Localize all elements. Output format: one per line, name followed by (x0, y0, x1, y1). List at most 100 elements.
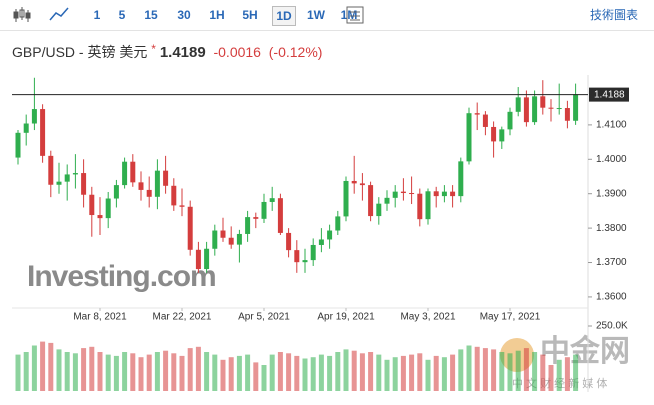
candle-body (23, 123, 29, 133)
volume-bar (81, 348, 87, 391)
volume-bar (532, 352, 538, 391)
current-price-box (589, 87, 629, 102)
y-tick-label: 1.3600 (596, 292, 627, 303)
change: -0.0016 (213, 44, 261, 60)
candle-body (343, 180, 349, 217)
candle-body (15, 132, 21, 158)
volume-bar (417, 353, 423, 391)
candle-body (179, 205, 185, 207)
logo-name: 中金网 (540, 334, 630, 368)
candle-body (105, 198, 111, 219)
current-price-label: 1.4188 (594, 89, 625, 100)
volume-bar (64, 352, 70, 391)
volume-bar (368, 352, 374, 391)
volume-bar (122, 352, 128, 391)
volume-bar (23, 352, 29, 391)
x-tick-label: May 17, 2021 (480, 312, 541, 323)
candle-body (146, 189, 152, 197)
y-tick-label: 1.3900 (596, 188, 627, 199)
interval-button[interactable]: 5H (242, 8, 258, 22)
candle-body (113, 185, 119, 199)
volume-bar (376, 354, 382, 391)
volume-bar (335, 352, 341, 391)
volume-bar (474, 346, 480, 391)
volume-bar (179, 355, 185, 391)
logo-icon (500, 338, 534, 372)
volume-bar (450, 354, 456, 391)
volume-bar (351, 350, 357, 391)
volume-bar (499, 352, 505, 391)
x-tick-label: Apr 19, 2021 (317, 312, 375, 323)
volume-bar (573, 354, 579, 391)
volume-bar (310, 357, 316, 391)
volume-bar (400, 355, 406, 391)
interval-button[interactable]: 1 (93, 8, 101, 22)
volume-bar (261, 365, 267, 391)
volume-bar (89, 346, 95, 391)
volume-bar (269, 354, 275, 391)
candle-body (384, 197, 390, 204)
candle-body (392, 191, 398, 198)
marker: * (151, 42, 156, 56)
candle-body (72, 173, 78, 175)
candle-body (359, 183, 365, 186)
candle-body (433, 191, 439, 197)
interval-button[interactable]: 1H (209, 8, 225, 22)
volume-bar (113, 355, 119, 391)
candle-body (138, 182, 144, 190)
volume-bar (523, 348, 529, 391)
candle-body (31, 109, 37, 124)
volume-bar (392, 357, 398, 391)
interval-button[interactable]: 1D (272, 6, 296, 26)
interval-button[interactable]: 1W (307, 8, 325, 22)
volume-bar (507, 353, 513, 391)
volume-bar (294, 355, 300, 391)
candle-body (482, 114, 488, 127)
candle-body (277, 198, 283, 233)
candle-body (409, 193, 415, 195)
candle-body (245, 217, 251, 234)
chart-type-icons (13, 7, 69, 22)
candle-body (532, 96, 538, 123)
candle-icon[interactable] (13, 7, 31, 22)
volume-bar (302, 358, 308, 391)
candle-body (351, 180, 357, 184)
volume-bar (327, 355, 333, 391)
candle-body (236, 233, 242, 245)
volume-bar (253, 362, 259, 391)
volume-bar (515, 350, 521, 391)
x-tick-label: Mar 22, 2021 (153, 312, 212, 323)
candle-body (335, 216, 341, 231)
interval-button[interactable]: 30 (177, 8, 191, 22)
settings-icon[interactable] (345, 5, 365, 25)
volume-bar (105, 354, 111, 391)
interval-button[interactable]: 15 (144, 8, 158, 22)
volume-bar (384, 359, 390, 391)
candle-body (253, 217, 259, 219)
volume-bar (318, 354, 324, 391)
candle-body (286, 232, 292, 251)
volume-bar (564, 357, 570, 391)
volume-bar (228, 357, 234, 391)
candle-body (556, 108, 562, 110)
volume-bar (187, 348, 193, 391)
candle-body (130, 161, 136, 183)
candle-body (269, 198, 275, 202)
candle-body (204, 248, 210, 270)
candle-body (425, 191, 431, 220)
volume-bar (277, 352, 283, 391)
chart-link[interactable]: 技術圖表 (589, 8, 638, 22)
candle-body (466, 113, 472, 162)
interval-button[interactable]: 5 (118, 8, 126, 22)
candle-body (515, 97, 521, 112)
x-tick-label: May 3, 2021 (400, 312, 455, 323)
candle-body (294, 250, 300, 263)
volume-bar (195, 346, 201, 391)
candle-body (64, 174, 70, 182)
candle-body (573, 94, 579, 121)
toolbar: 1 5 15 30 1H 5H 1D 1W 1M 技術圖表 (0, 0, 654, 31)
quote-header: GBP/USD - 英镑 美元 * 1.4189 -0.0016 (-0.12%… (12, 42, 322, 62)
candle-body (327, 230, 333, 240)
line-icon[interactable] (49, 7, 69, 21)
candle-body (89, 194, 95, 216)
